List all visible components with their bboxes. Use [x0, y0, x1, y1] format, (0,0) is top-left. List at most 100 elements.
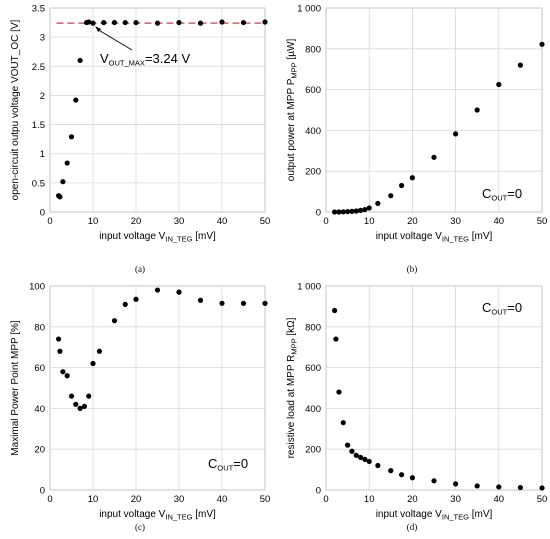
y-axis-label: open-circuit outpu voltage VOUT_OC [V]: [10, 19, 21, 200]
data-point: [96, 348, 103, 354]
data-point: [353, 208, 359, 214]
y-tick-label: 20: [34, 445, 45, 456]
data-point: [336, 209, 342, 215]
x-tick-label: 50: [260, 216, 271, 227]
y-tick-label: 200: [305, 445, 321, 456]
x-tick-label: 40: [494, 494, 505, 505]
data-point: [375, 462, 381, 469]
y-tick-label: 800: [305, 322, 321, 333]
x-tick-label: 20: [407, 216, 418, 227]
chart-panel-c: 0 10 20 30 40 50 0 20 40 60 80 100 input voltage VIN…: [10, 282, 270, 533]
y-tick-label: 2.5: [32, 62, 45, 73]
y-tick-label: 1.5: [32, 120, 45, 131]
y-tick-label: 600: [305, 85, 321, 96]
y-tick-label: 0: [40, 486, 45, 497]
data-point: [133, 296, 139, 302]
x-axis-label: input voltage VIN_TEG [mV]: [99, 509, 216, 522]
x-tick-label: 40: [494, 216, 505, 227]
data-point: [56, 336, 62, 342]
data-point: [122, 301, 128, 307]
data-point: [154, 287, 161, 293]
y-tick-label: 200: [305, 167, 321, 178]
data-point: [474, 483, 480, 489]
data-point: [340, 209, 346, 215]
data-point: [388, 468, 394, 474]
x-tick-label: 20: [131, 216, 142, 227]
data-point: [517, 484, 524, 491]
data-point: [336, 389, 342, 395]
data-point: [431, 478, 437, 484]
x-axis-label: input voltage VIN_TEG [mV]: [99, 231, 216, 244]
data-point: [64, 160, 70, 166]
data-point: [409, 475, 415, 481]
y-tick-label: 80: [34, 322, 45, 333]
data-point: [332, 307, 338, 314]
x-tick-label: 10: [364, 494, 375, 505]
x-tick-label: 30: [174, 216, 185, 227]
data-point: [366, 458, 372, 465]
data-point: [366, 205, 372, 211]
data-point: [357, 454, 364, 460]
data-point: [453, 131, 459, 137]
data-point: [77, 57, 83, 64]
data-point: [496, 81, 502, 88]
y-axis-label: resistive load at MPP RMPP [kΩ]: [286, 317, 299, 458]
x-tick-label: 0: [47, 216, 52, 227]
x-axis-label: input voltage VIN_TEG [mV]: [376, 509, 493, 522]
data-point: [388, 193, 394, 199]
data-point: [68, 393, 75, 399]
data-point: [399, 182, 405, 189]
data-point: [219, 300, 225, 306]
x-tick-label: 30: [450, 494, 461, 505]
x-tick-label: 10: [88, 216, 99, 227]
y-axis-label: output power at MPP PMPP [µW]: [286, 39, 299, 182]
data-point: [60, 179, 66, 185]
panel-caption: (c): [135, 522, 145, 532]
y-tick-label: 400: [305, 404, 321, 415]
panel-caption: (d): [407, 522, 418, 532]
plot-frame: [325, 7, 543, 213]
data-point: [399, 472, 405, 478]
data-point: [133, 19, 139, 26]
data-point: [332, 209, 338, 215]
y-axis-label: Maximal Power Point MPP [%]: [10, 320, 21, 456]
data-point: [375, 200, 381, 207]
panel-caption: (b): [407, 264, 418, 274]
y-tick-label: 3: [40, 33, 45, 44]
annotation-label: COUT=0: [482, 186, 522, 203]
data-point: [409, 175, 415, 181]
x-tick-label: 40: [217, 494, 228, 505]
annotation-label: COUT=0: [208, 456, 248, 473]
y-tick-label: 2: [40, 91, 45, 102]
y-tick-label: 0: [316, 208, 321, 219]
data-point: [86, 393, 92, 399]
data-point: [176, 19, 182, 26]
y-tick-label: 60: [34, 363, 45, 374]
data-point: [474, 107, 480, 113]
data-point: [333, 336, 339, 342]
data-point: [64, 373, 70, 379]
data-point: [539, 485, 545, 491]
data-point: [453, 481, 459, 487]
x-tick-label: 50: [537, 216, 548, 227]
plot-frame: [49, 7, 266, 213]
chart-panel-b: 0 10 20 30 40 50 0 200 400 600 800 1 000 input volta…: [286, 4, 547, 275]
chart-panel-d: 0 10 20 30 40 50 0 200 400 600 800 1 000 input volta…: [286, 282, 547, 533]
y-tick-label: 800: [305, 44, 321, 55]
x-tick-label: 40: [217, 216, 228, 227]
data-point: [176, 289, 182, 295]
plot-frame: [49, 285, 266, 491]
plot-frame: [325, 285, 543, 491]
data-point: [362, 206, 368, 213]
data-point: [240, 300, 247, 306]
data-point: [90, 20, 96, 26]
data-point: [122, 19, 128, 26]
data-point: [340, 420, 346, 426]
x-tick-label: 10: [88, 494, 99, 505]
data-point: [345, 442, 351, 448]
data-point: [81, 403, 87, 409]
y-tick-label: 1: [40, 149, 45, 160]
data-point: [73, 97, 79, 103]
data-point: [431, 154, 437, 160]
